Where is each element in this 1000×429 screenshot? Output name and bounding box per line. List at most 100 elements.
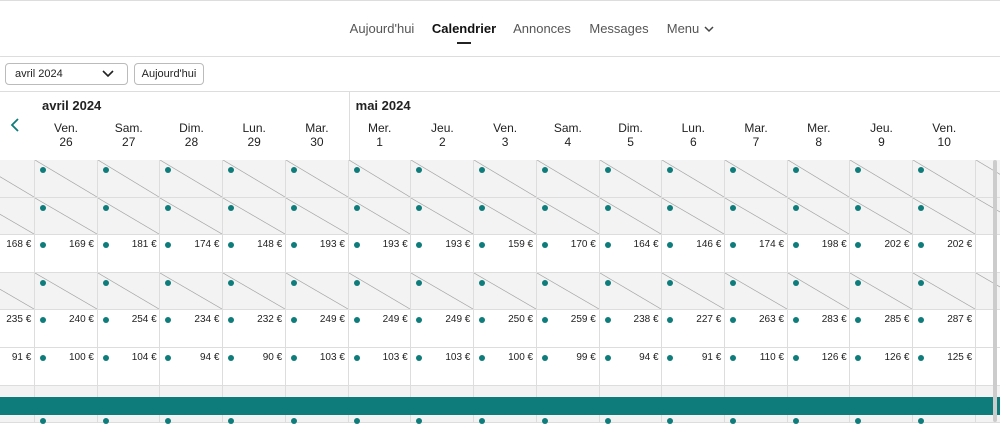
blocked-cell[interactable] [662, 160, 726, 198]
nav-item[interactable]: Aujourd'hui [349, 21, 415, 36]
blocked-cell[interactable] [223, 272, 286, 311]
day-cell[interactable] [285, 235, 349, 273]
blocked-cell[interactable] [97, 197, 161, 236]
day-cell[interactable] [725, 310, 788, 348]
blocked-cell[interactable] [913, 160, 976, 198]
day-cell[interactable] [787, 235, 851, 273]
blocked-cell[interactable] [35, 197, 98, 236]
blocked-cell[interactable] [411, 160, 475, 198]
nav-item[interactable]: Annonces [513, 21, 571, 36]
day-cell[interactable] [285, 310, 349, 348]
blocked-cell[interactable] [787, 272, 851, 311]
blocked-cell[interactable] [160, 272, 224, 311]
blocked-cell[interactable] [662, 197, 726, 236]
day-cell[interactable] [725, 235, 788, 273]
day-cell[interactable] [160, 235, 224, 273]
day-cell[interactable] [474, 235, 537, 273]
blocked-cell[interactable] [411, 272, 475, 311]
blocked-cell[interactable] [160, 197, 224, 236]
blocked-cell[interactable] [97, 272, 161, 311]
day-cell[interactable] [411, 235, 475, 273]
day-cell[interactable] [348, 235, 412, 273]
day-cell[interactable] [662, 310, 726, 348]
day-cell[interactable] [787, 310, 851, 348]
day-cell[interactable] [662, 348, 726, 386]
day-cell[interactable] [536, 310, 600, 348]
day-cell[interactable] [599, 310, 663, 348]
blocked-cell[interactable] [285, 197, 349, 236]
nav-item[interactable]: Messages [589, 21, 649, 36]
day-cell[interactable] [0, 310, 35, 348]
blocked-cell[interactable] [787, 197, 851, 236]
blocked-cell[interactable] [725, 160, 788, 198]
day-cell[interactable] [850, 348, 914, 386]
booking-bar[interactable] [0, 396, 1000, 415]
blocked-cell[interactable] [474, 197, 537, 236]
month-select[interactable]: avril 2024 [5, 63, 128, 85]
blocked-cell[interactable] [223, 197, 286, 236]
day-cell[interactable] [348, 310, 412, 348]
day-cell[interactable] [975, 235, 1000, 273]
blocked-cell[interactable] [285, 272, 349, 311]
day-cell[interactable] [913, 348, 976, 386]
blocked-cell[interactable] [411, 197, 475, 236]
blocked-cell[interactable] [0, 197, 35, 236]
day-cell[interactable] [474, 310, 537, 348]
blocked-cell[interactable] [787, 160, 851, 198]
blocked-cell[interactable] [0, 272, 35, 311]
day-cell[interactable] [223, 348, 286, 386]
day-cell[interactable] [160, 348, 224, 386]
blocked-cell[interactable] [348, 197, 412, 236]
day-cell[interactable] [411, 310, 475, 348]
nav-item[interactable]: Calendrier [431, 21, 497, 36]
blocked-cell[interactable] [97, 160, 161, 198]
blocked-cell[interactable] [348, 160, 412, 198]
day-cell[interactable] [725, 348, 788, 386]
day-cell[interactable] [913, 235, 976, 273]
blocked-cell[interactable] [35, 272, 98, 311]
day-cell[interactable] [662, 235, 726, 273]
day-cell[interactable] [536, 348, 600, 386]
day-cell[interactable] [850, 310, 914, 348]
day-cell[interactable] [223, 235, 286, 273]
day-cell[interactable] [35, 310, 98, 348]
blocked-cell[interactable] [599, 160, 663, 198]
day-cell[interactable] [0, 235, 35, 273]
day-cell[interactable] [160, 310, 224, 348]
day-cell[interactable] [285, 348, 349, 386]
blocked-cell[interactable] [850, 197, 914, 236]
day-cell[interactable] [599, 235, 663, 273]
blocked-cell[interactable] [536, 160, 600, 198]
blocked-cell[interactable] [35, 160, 98, 198]
blocked-cell[interactable] [285, 160, 349, 198]
blocked-cell[interactable] [725, 197, 788, 236]
day-cell[interactable] [975, 348, 1000, 386]
blocked-cell[interactable] [913, 197, 976, 236]
day-cell[interactable] [913, 310, 976, 348]
blocked-cell[interactable] [913, 272, 976, 311]
nav-item[interactable]: Menu [666, 21, 700, 36]
blocked-cell[interactable] [536, 272, 600, 311]
blocked-cell[interactable] [599, 197, 663, 236]
prev-arrow[interactable] [9, 118, 23, 132]
day-cell[interactable] [97, 235, 161, 273]
day-cell[interactable] [536, 235, 600, 273]
blocked-cell[interactable] [348, 272, 412, 311]
day-cell[interactable] [0, 348, 35, 386]
day-cell[interactable] [223, 310, 286, 348]
day-cell[interactable] [97, 348, 161, 386]
day-cell[interactable] [35, 235, 98, 273]
day-cell[interactable] [411, 348, 475, 386]
blocked-cell[interactable] [725, 272, 788, 311]
today-button[interactable]: Aujourd'hui [134, 63, 204, 85]
day-cell[interactable] [599, 348, 663, 386]
blocked-cell[interactable] [474, 272, 537, 311]
blocked-cell[interactable] [850, 272, 914, 311]
blocked-cell[interactable] [223, 160, 286, 198]
blocked-cell[interactable] [0, 160, 35, 198]
blocked-cell[interactable] [850, 160, 914, 198]
day-cell[interactable] [35, 348, 98, 386]
blocked-cell[interactable] [474, 160, 537, 198]
day-cell[interactable] [787, 348, 851, 386]
day-cell[interactable] [97, 310, 161, 348]
